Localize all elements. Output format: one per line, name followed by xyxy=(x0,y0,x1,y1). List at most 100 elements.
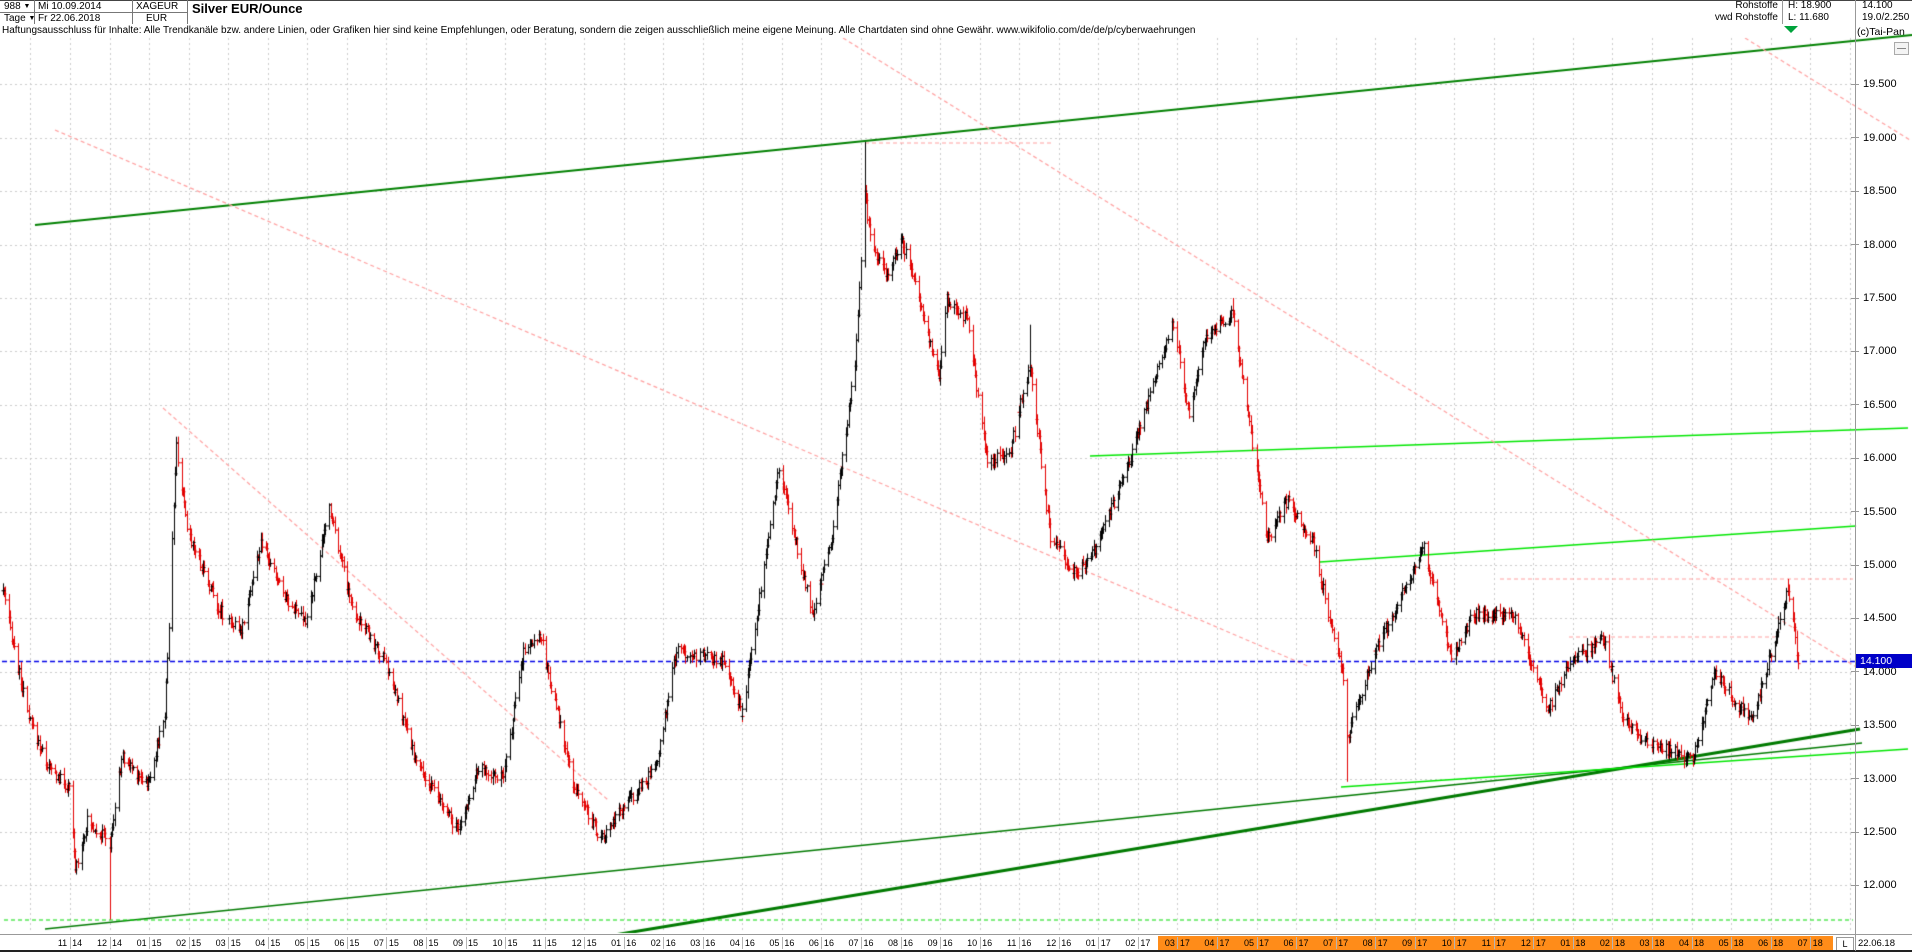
date-tick-mark xyxy=(1296,937,1297,949)
date-tick-label: 06 17 xyxy=(1283,938,1309,948)
date-tick-label: 07 16 xyxy=(848,938,874,948)
date-tick-mark xyxy=(742,937,743,949)
date-tick-label: 12 17 xyxy=(1520,938,1546,948)
date-tick-label: 05 15 xyxy=(294,938,320,948)
price-tick-label: 12.500 xyxy=(1863,826,1897,838)
price-tick-label: 19.500 xyxy=(1863,78,1897,91)
price-tick-label: 17.000 xyxy=(1863,345,1897,358)
date-tick-label: 01 16 xyxy=(611,938,637,948)
date-tick-mark xyxy=(703,937,704,949)
date-tick-mark xyxy=(1612,937,1613,949)
date-tick-mark xyxy=(861,937,862,949)
date-tick-mark xyxy=(1217,937,1218,949)
price-tick-label: 19.000 xyxy=(1863,131,1897,144)
date-tick-label: 07 18 xyxy=(1797,938,1823,948)
date-tick-label: 12 16 xyxy=(1046,938,1072,948)
date-tick-mark xyxy=(1652,937,1653,949)
date-tick-label: 08 15 xyxy=(413,938,439,948)
date-tick-label: 11 15 xyxy=(532,938,557,948)
date-tick-label: 01 18 xyxy=(1560,938,1586,948)
date-tick-label: 04 18 xyxy=(1679,938,1705,948)
price-tick-label: 15.000 xyxy=(1863,559,1897,571)
date-tick-mark xyxy=(1336,937,1337,949)
date-tick-label: 01 15 xyxy=(136,938,162,948)
date-tick-label: 07 17 xyxy=(1323,938,1349,948)
last-price-tag: 14.100 xyxy=(1856,654,1912,669)
date-tick-label: 04 16 xyxy=(729,938,755,948)
date-tick-mark xyxy=(1810,937,1811,949)
date-tick-mark xyxy=(940,937,941,949)
price-tick-label: 17.500 xyxy=(1863,292,1897,304)
date-tick-label: 02 17 xyxy=(1125,938,1151,948)
price-tick-label: 13.000 xyxy=(1863,772,1897,785)
date-tick-mark xyxy=(1692,937,1693,949)
date-tick-label: 05 16 xyxy=(769,938,795,948)
date-tick-label: 08 17 xyxy=(1362,938,1388,948)
date-tick-mark xyxy=(1177,937,1178,949)
date-tick-mark xyxy=(307,937,308,949)
date-tick-label: 12 14 xyxy=(97,938,123,948)
date-tick-mark xyxy=(347,937,348,949)
date-tick-label: 02 18 xyxy=(1599,938,1625,948)
date-highlight-band xyxy=(1158,936,1833,951)
date-tick-label: 12 15 xyxy=(571,938,597,948)
date-tick-mark xyxy=(980,937,981,949)
date-tick-mark xyxy=(782,937,783,949)
date-tick-mark xyxy=(1415,937,1416,949)
date-tick-label: 06 16 xyxy=(808,938,834,948)
date-tick-mark xyxy=(70,937,71,949)
price-tick-label: 16.000 xyxy=(1863,452,1897,465)
date-tick-mark xyxy=(584,937,585,949)
last-date-label: 22.06.18 xyxy=(1858,938,1895,949)
date-tick-label: 02 15 xyxy=(176,938,202,948)
date-tick-mark xyxy=(1771,937,1772,949)
date-tick-label: 10 17 xyxy=(1441,938,1467,948)
date-tick-label: 11 14 xyxy=(57,938,83,948)
price-tick-label: 13.500 xyxy=(1863,719,1897,732)
date-tick-mark xyxy=(1494,937,1495,949)
date-tick-label: 10 16 xyxy=(967,938,993,948)
date-tick-label: 11 17 xyxy=(1481,938,1506,948)
date-tick-label: 04 15 xyxy=(255,938,281,948)
date-tick-mark xyxy=(1059,937,1060,949)
date-tick-label: 07 15 xyxy=(373,938,399,948)
date-axis-strip[interactable]: 11 14 12 14 01 15 02 15 03 15 04 15 05 15 06 15… xyxy=(0,934,1912,952)
date-tick-mark xyxy=(1533,937,1534,949)
date-tick-mark xyxy=(545,937,546,949)
date-tick-label: 08 16 xyxy=(888,938,914,948)
date-tick-label: 06 18 xyxy=(1758,938,1784,948)
date-tick-label: 03 16 xyxy=(690,938,716,948)
price-tick-label: 14.500 xyxy=(1863,612,1897,625)
date-tick-mark xyxy=(1019,937,1020,949)
price-tick-label: 16.500 xyxy=(1863,398,1897,411)
date-tick-label: 03 17 xyxy=(1164,938,1190,948)
date-tick-label: 04 17 xyxy=(1204,938,1230,948)
date-tick-label: 05 18 xyxy=(1718,938,1744,948)
window-bottom-border xyxy=(0,950,1912,952)
price-tick-label: 18.000 xyxy=(1863,238,1897,251)
date-tick-mark xyxy=(189,937,190,949)
axis-separator-line xyxy=(1855,24,1856,951)
date-tick-label: 06 15 xyxy=(334,938,360,948)
date-tick-mark xyxy=(624,937,625,949)
date-tick-label: 09 15 xyxy=(452,938,479,948)
date-tick-mark xyxy=(466,937,467,949)
date-tick-label: 09 16 xyxy=(927,938,953,948)
date-tick-mark xyxy=(1098,937,1099,949)
date-tick-mark xyxy=(1731,937,1732,949)
date-tick-mark xyxy=(1573,937,1574,949)
date-tick-mark xyxy=(1375,937,1376,949)
price-tick-label: 15.500 xyxy=(1863,505,1897,518)
date-tick-mark xyxy=(505,937,506,949)
price-tick-label: 14.000 xyxy=(1863,665,1897,678)
date-tick-mark xyxy=(228,937,229,949)
date-tick-mark xyxy=(110,937,111,949)
date-tick-mark xyxy=(1257,937,1258,949)
last-bar-indicator: L xyxy=(1836,937,1854,951)
date-tick-mark xyxy=(1454,937,1455,949)
date-tick-mark xyxy=(821,937,822,949)
price-tick-label: 12.000 xyxy=(1863,879,1897,892)
date-tick-label: 11 16 xyxy=(1007,938,1032,948)
date-tick-label: 01 17 xyxy=(1085,938,1111,948)
